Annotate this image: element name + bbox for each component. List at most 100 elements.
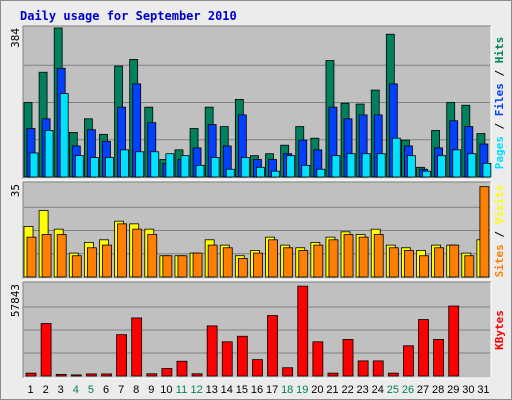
bar-kbytes-day-8	[131, 317, 143, 377]
bar-kbytes-day-5	[85, 373, 97, 377]
legend-separator: /	[493, 63, 506, 83]
bar-sites-day-29	[449, 244, 460, 278]
bar-pages-day-21	[331, 155, 341, 178]
x-tick-label-day-31: 31	[477, 384, 489, 396]
bar-pages-day-19	[301, 164, 311, 178]
bar-kbytes-day-26	[403, 345, 414, 377]
x-tick-label-day-26: 26	[402, 384, 414, 396]
panel-hits-files-pages: 384	[9, 25, 492, 180]
bar-sites-day-23	[358, 236, 369, 278]
bar-pages-day-10	[165, 153, 175, 178]
bar-pages-day-9	[150, 151, 160, 178]
bar-kbytes-day-11	[176, 360, 188, 377]
x-tick-label-day-14: 14	[221, 384, 233, 396]
x-tick-label-day-27: 27	[417, 384, 429, 396]
bar-pages-day-5	[89, 157, 99, 178]
bar-sites-day-28	[434, 247, 445, 278]
x-tick-label-day-4: 4	[73, 384, 79, 396]
bar-kbytes-day-16	[252, 359, 263, 377]
x-tick-label-day-8: 8	[133, 384, 139, 396]
bar-kbytes-day-19	[297, 285, 309, 377]
bar-kbytes-day-27	[418, 319, 429, 377]
bar-sites-day-13	[207, 244, 218, 278]
x-tick-label-day-6: 6	[103, 384, 109, 396]
bar-kbytes-day-15	[236, 335, 248, 377]
bar-kbytes-day-24	[372, 360, 384, 377]
x-tick-label-day-17: 17	[266, 384, 278, 396]
bar-sites-day-7	[117, 223, 127, 278]
bar-kbytes-day-6	[101, 373, 112, 377]
bar-pages-day-13	[210, 157, 220, 178]
x-tick-label-day-15: 15	[236, 384, 248, 396]
bar-sites-day-8	[132, 228, 143, 278]
bar-sites-day-2	[41, 234, 52, 278]
x-tick-label-day-25: 25	[387, 384, 399, 396]
x-tick-label-day-11: 11	[176, 384, 187, 396]
legend-visits-sites: Sites / Visits	[493, 185, 506, 278]
bar-sites-day-12	[192, 252, 203, 278]
bar-pages-day-4	[74, 155, 84, 178]
panel-visits-sites: 35	[9, 181, 492, 280]
legend-separator: /	[493, 224, 506, 244]
bar-pages-day-24	[376, 153, 386, 178]
bar-pages-day-26	[407, 155, 416, 178]
bar-sites-day-31	[479, 186, 490, 278]
bar-kbytes-day-28	[433, 339, 445, 377]
bar-kbytes-day-23	[357, 360, 369, 377]
x-tick-label-day-5: 5	[88, 384, 94, 396]
panel-kbytes: 57843	[9, 281, 492, 379]
legend-kbytes: KBytes	[493, 310, 506, 350]
bar-kbytes-day-18	[282, 367, 294, 377]
x-tick-label-day-10: 10	[160, 384, 172, 396]
legend-separator: /	[493, 116, 506, 136]
bar-pages-day-18	[286, 155, 296, 178]
bar-sites-day-15	[237, 257, 248, 278]
bar-sites-day-6	[102, 244, 112, 278]
bar-kbytes-day-9	[146, 373, 158, 377]
x-tick-label-day-16: 16	[251, 384, 263, 396]
bar-pages-day-1	[29, 152, 39, 178]
bar-kbytes-day-12	[191, 373, 203, 377]
legend-item-files: Files	[493, 83, 506, 116]
bar-sites-day-30	[464, 255, 475, 278]
bar-pages-day-22	[346, 153, 356, 178]
x-tick-label-day-13: 13	[206, 384, 218, 396]
x-tick-label-day-12: 12	[190, 384, 202, 396]
x-tick-label-day-29: 29	[447, 384, 459, 396]
bar-pages-day-28	[437, 155, 447, 178]
bar-sites-day-14	[222, 247, 233, 278]
bar-sites-day-9	[147, 234, 158, 278]
bar-sites-day-27	[419, 255, 429, 278]
bar-kbytes-day-10	[161, 368, 173, 377]
bar-kbytes-day-4	[70, 374, 82, 377]
bar-sites-day-1	[26, 236, 37, 278]
bar-pages-day-12	[195, 164, 205, 178]
bar-pages-day-16	[256, 166, 265, 178]
legend-item-pages: Pages	[493, 136, 506, 169]
x-tick-label-day-21: 21	[326, 384, 338, 396]
bar-pages-day-8	[135, 151, 145, 178]
bar-sites-day-5	[86, 247, 97, 278]
bar-kbytes-day-17	[267, 315, 278, 377]
x-tick-label-day-19: 19	[296, 384, 308, 396]
bar-sites-day-25	[388, 247, 399, 278]
y-max-label: 57843	[9, 284, 22, 317]
bar-sites-day-24	[373, 234, 384, 278]
bar-pages-day-11	[180, 155, 190, 178]
bar-sites-day-20	[313, 244, 324, 278]
legend-hits-files-pages: Pages / Files / Hits	[493, 37, 506, 170]
legend-item-sites: Sites	[493, 244, 506, 277]
x-tick-label-day-22: 22	[341, 384, 353, 396]
x-tick-label-day-9: 9	[148, 384, 154, 396]
x-tick-label-day-3: 3	[58, 384, 64, 396]
x-tick-label-day-28: 28	[432, 384, 444, 396]
x-tick-label-day-24: 24	[372, 384, 384, 396]
bar-pages-day-23	[361, 153, 371, 178]
bar-sites-day-17	[268, 239, 278, 278]
x-tick-label-day-30: 30	[462, 384, 474, 396]
bar-sites-day-19	[298, 250, 309, 278]
x-tick-label-day-2: 2	[43, 384, 49, 396]
bar-kbytes-day-7	[116, 334, 127, 377]
bar-pages-day-2	[44, 130, 54, 178]
